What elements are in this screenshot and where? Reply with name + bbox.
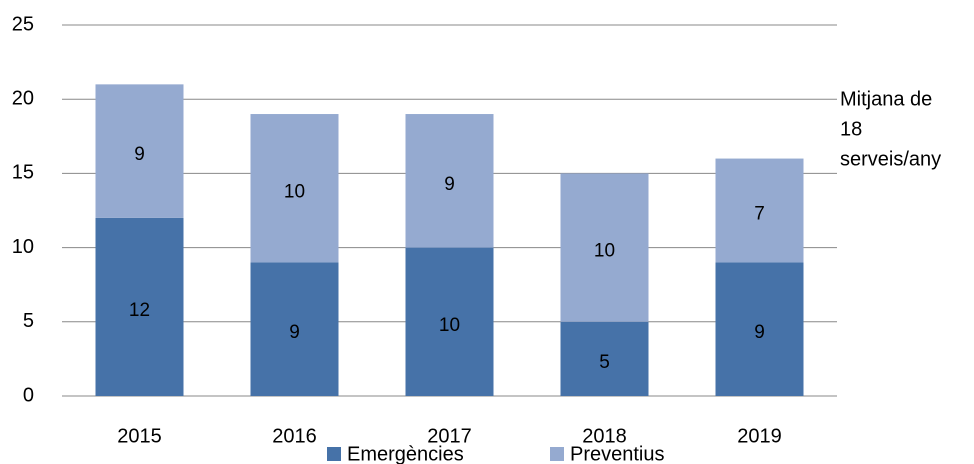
legend-swatch	[327, 447, 341, 461]
bar-segment	[715, 262, 804, 396]
y-tick-label: 15	[12, 162, 34, 184]
bar-segment	[250, 114, 339, 263]
bar-segment	[715, 158, 804, 263]
data-label: 12	[129, 300, 150, 321]
bar-segment	[95, 84, 184, 218]
data-label: 9	[134, 144, 145, 165]
bar-segment	[560, 173, 649, 322]
data-label: 10	[284, 181, 305, 202]
bar-segment	[560, 321, 649, 396]
bar-segment	[250, 262, 339, 396]
annotation: serveis/any	[840, 148, 941, 170]
x-tick-label: 2015	[117, 425, 162, 447]
y-tick-label: 5	[23, 310, 34, 332]
data-label: 9	[444, 174, 455, 195]
x-tick-label: 2017	[427, 425, 472, 447]
y-tick-label: 10	[12, 236, 34, 258]
y-tick-label: 0	[23, 384, 34, 406]
bar-segment	[95, 217, 184, 396]
x-tick-label: 2019	[737, 425, 782, 447]
annotation: Mitjana de	[840, 88, 932, 110]
data-label: 5	[599, 352, 610, 373]
y-tick-label: 20	[12, 87, 34, 109]
legend-label: Emergències	[347, 443, 464, 464]
data-label: 7	[754, 204, 765, 225]
legend-swatch	[550, 447, 564, 461]
bar-segment	[405, 114, 494, 248]
data-label: 9	[754, 322, 765, 343]
data-label: 9	[289, 322, 300, 343]
data-label: 10	[594, 241, 615, 262]
x-tick-label: 2016	[272, 425, 317, 447]
y-tick-label: 25	[12, 13, 34, 35]
bar-segment	[405, 247, 494, 396]
data-label: 10	[439, 315, 460, 336]
x-tick-label: 2018	[582, 425, 627, 447]
legend-label: Preventius	[570, 443, 665, 464]
annotation: 18	[840, 118, 862, 140]
